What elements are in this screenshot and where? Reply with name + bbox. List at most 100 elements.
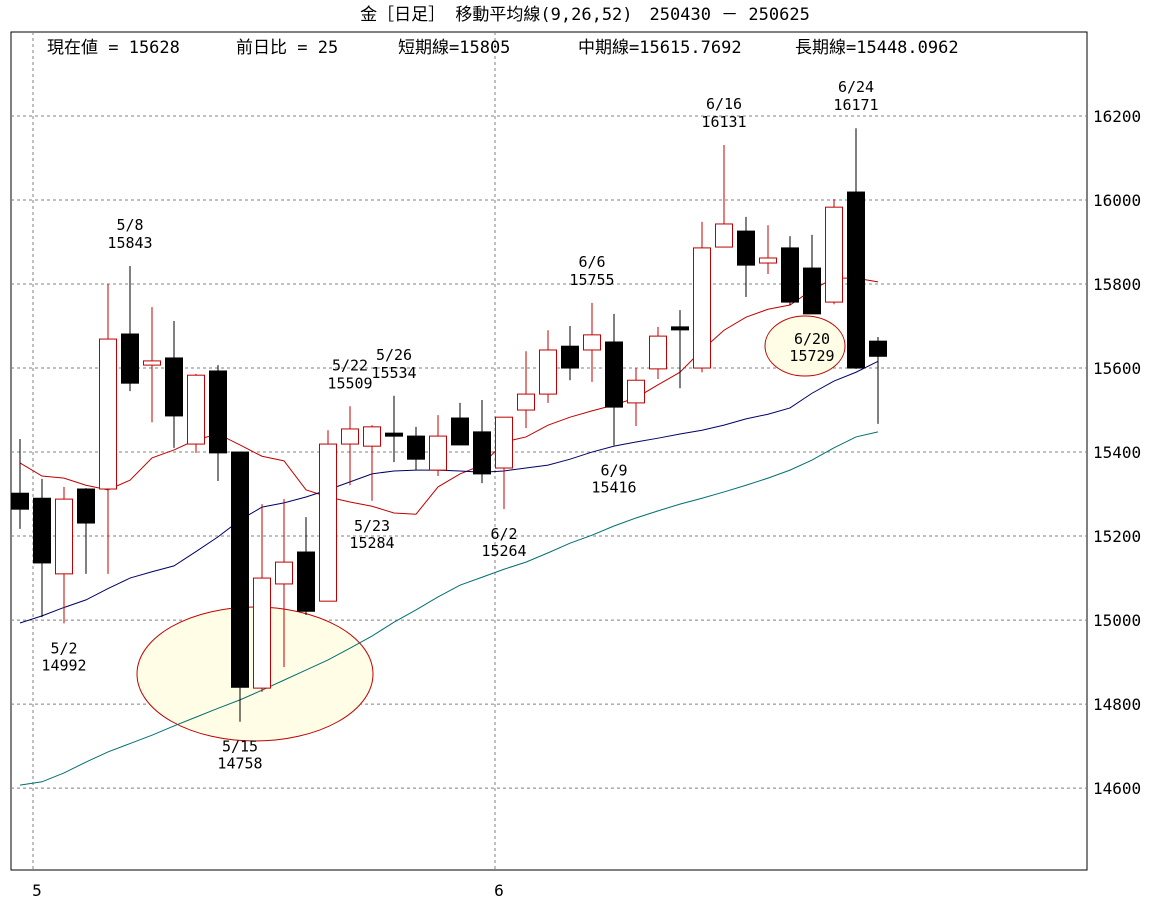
candle-5/28 [429,415,447,476]
candle-6/24 [847,128,865,369]
candle-body [165,357,183,417]
candle-body [803,267,821,315]
annotation-date: 5/8 [116,216,143,234]
annotation-value: 16131 [701,113,746,131]
candle-body [517,393,535,411]
candle-5/29 [451,402,469,446]
candle-body [627,379,645,404]
candle-6/20 [803,234,821,315]
candle-body [561,345,579,369]
candle-5/8 [121,265,139,392]
y-tick-label: 15800 [1093,275,1141,294]
candle-body [253,577,271,689]
candle-body [539,349,557,395]
candle-body [11,492,29,510]
y-tick-label: 16000 [1093,191,1141,210]
annotation-value: 15843 [107,234,152,252]
candle-6/19 [781,236,799,306]
annotation-value: 14758 [217,755,262,773]
candle-6/16 [715,144,733,248]
candle-6/23 [825,199,843,305]
candle-body [385,432,403,437]
y-tick-label: 15000 [1093,611,1141,630]
candle-5/15 [231,451,249,722]
candle-body [451,417,469,446]
mid-ma-value: 中期線=15615.7692 [578,38,742,58]
long-ma-value: 長期線=15448.0962 [795,38,959,58]
annotation-date: 5/2 [50,639,77,657]
candle-5/22 [341,406,359,486]
candle-body [847,191,865,369]
candle-6/12 [671,310,689,389]
candle-5/26 [385,395,403,463]
ma-line-26 [19,360,879,624]
candle-6/2 [495,416,513,510]
candle-body [825,206,843,303]
annotation-value: 15264 [481,542,526,560]
candle-5/20 [297,517,315,616]
candle-body [693,247,711,369]
candle-body [319,443,337,602]
annotation-value: 15534 [371,364,416,382]
annotation-date: 5/23 [354,517,390,535]
candle-6/11 [649,326,667,379]
annotation-value: 15416 [591,478,636,496]
candle-body [583,334,601,351]
candle-6/10 [627,368,645,427]
ma-line-52 [19,431,879,786]
y-tick-label: 15200 [1093,527,1141,546]
annotation-date: 6/9 [600,461,627,479]
candle-body [187,374,205,445]
candle-6/18 [759,225,777,274]
annotation-value: 15755 [569,271,614,289]
annotation-date: 5/15 [222,738,258,756]
candle-body [869,340,887,357]
candle-body [715,223,733,248]
annotation-value: 15284 [349,534,394,552]
candle-body [781,247,799,303]
candle-body [121,333,139,384]
candle-5/13 [187,373,205,453]
annotation-date: 6/24 [838,78,874,96]
candle-body [363,426,381,447]
annotations: 5/2149925/8158435/15147585/22155095/2315… [41,78,878,773]
month-label: 5 [32,881,42,900]
candle-5/30 [473,399,491,484]
candle-body [495,416,513,469]
y-tick-label: 15400 [1093,443,1141,462]
annotation-value: 16171 [833,96,878,114]
candle-4/30 [11,439,29,529]
candle-5/9 [143,307,161,423]
candle-body [649,335,667,370]
candle-5/12 [165,320,183,448]
annotation-value: 14992 [41,656,86,674]
header-stats: 現在値 = 15628 前日比 = 25 短期線=15805 中期線=15615… [47,38,959,58]
month-label: 6 [494,881,504,900]
candle-body [671,326,689,331]
grid [11,32,1087,870]
candle-5/7 [99,284,117,574]
y-axis-ticks: 14600 14800 15000 15200 15400 15600 15800 16000… [1093,107,1141,798]
candle-body [209,370,227,454]
candle-body [407,435,425,460]
annotation-date: 5/22 [332,356,368,374]
candle-6/6 [583,302,601,382]
candle-body [77,488,95,524]
candle-body [737,230,755,266]
annotation-value: 15509 [327,374,372,392]
y-tick-label: 14800 [1093,695,1141,714]
candle-body [605,341,623,408]
moving-averages [19,277,879,786]
